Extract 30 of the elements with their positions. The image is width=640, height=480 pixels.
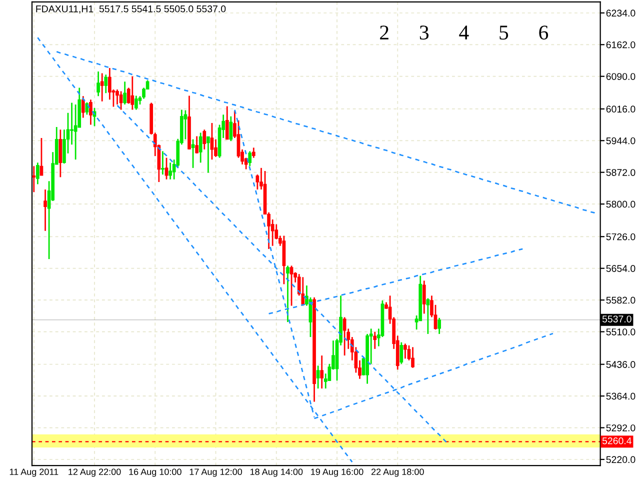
- annotation: 2: [380, 26, 388, 40]
- y-tick-label: 6090.0: [606, 73, 636, 80]
- y-tick-label: 5292.0: [606, 424, 636, 432]
- y-tick-label: 5436.0: [606, 361, 636, 368]
- y-tick-label: 5872.0: [606, 169, 636, 176]
- x-tick-label: 17 Aug 12:00: [190, 468, 242, 477]
- chart-title: FDAXU11,H1 5517.5 5541.5 5505.0 5537.0: [36, 5, 226, 14]
- x-tick-label: 22 Aug 18:00: [371, 468, 424, 477]
- y-tick-label: 5726.0: [606, 233, 636, 240]
- ref-line-label: 5260.4: [602, 437, 632, 444]
- y-tick-label: 5510.0: [606, 328, 636, 336]
- x-tick-label: 12 Aug 22:00: [68, 468, 121, 477]
- ref-line-label: 5537.0: [602, 316, 632, 322]
- x-tick-label: 16 Aug 10:00: [129, 468, 182, 477]
- y-tick-label: 6234.0: [606, 10, 636, 17]
- x-tick-label: 18 Aug 14:00: [250, 468, 303, 477]
- y-tick-label: 6016.0: [606, 106, 636, 113]
- annotation: 4: [459, 26, 469, 40]
- x-tick-label: 11 Aug 2011: [10, 468, 58, 477]
- annotation: 5: [500, 26, 508, 40]
- y-tick-label: 5364.0: [606, 392, 636, 400]
- x-tick-label: 19 Aug 16:00: [311, 468, 364, 477]
- annotation: 6: [539, 26, 548, 40]
- y-tick-label: 5800.0: [606, 200, 636, 208]
- y-tick-label: 5654.0: [606, 265, 636, 272]
- y-tick-label: 6162.0: [606, 41, 636, 48]
- y-tick-label: 5220.0: [606, 456, 636, 464]
- y-tick-label: 5944.0: [606, 137, 636, 144]
- annotation: 3: [420, 26, 429, 40]
- y-tick-label: 5582.0: [606, 296, 636, 304]
